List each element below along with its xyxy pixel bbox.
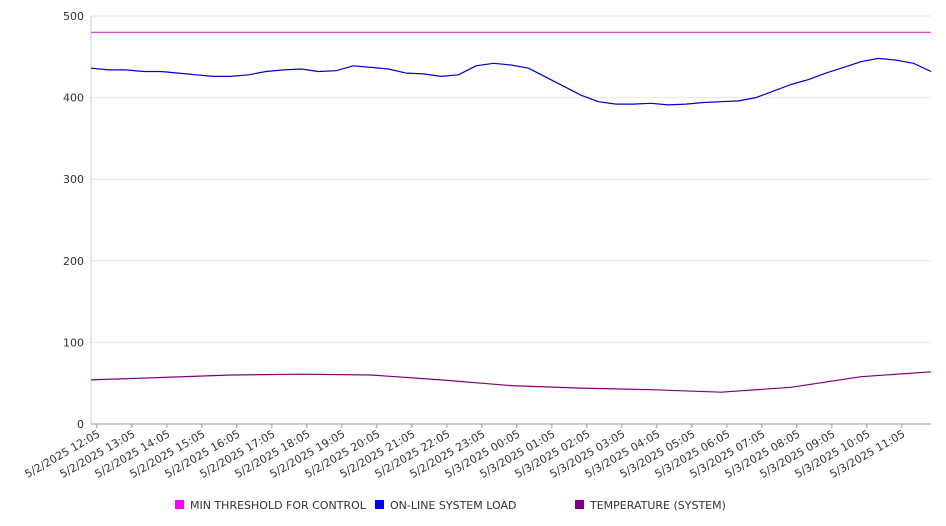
y-tick-label: 500 bbox=[63, 10, 84, 23]
legend-swatch-3 bbox=[575, 500, 584, 509]
series-line-3 bbox=[90, 371, 932, 393]
legend-swatch-1 bbox=[175, 500, 184, 509]
series-line-2 bbox=[90, 57, 932, 106]
axes bbox=[90, 16, 931, 425]
legend: MIN THRESHOLD FOR CONTROL ON-LINE SYSTEM … bbox=[175, 499, 726, 512]
y-tick-label: 0 bbox=[77, 418, 84, 431]
legend-label-2: ON-LINE SYSTEM LOAD bbox=[390, 499, 516, 512]
x-tick-labels: 5/2/2025 12:055/2/2025 13:055/2/2025 14:… bbox=[23, 427, 908, 481]
y-tick-label: 200 bbox=[63, 255, 84, 268]
legend-label-3: TEMPERATURE (SYSTEM) bbox=[589, 499, 726, 512]
y-tick-label: 300 bbox=[63, 173, 84, 186]
y-tick-label: 400 bbox=[63, 92, 84, 105]
grid-lines bbox=[91, 15, 931, 428]
legend-label-1: MIN THRESHOLD FOR CONTROL bbox=[190, 499, 367, 512]
series-lines bbox=[90, 31, 932, 393]
legend-swatch-2 bbox=[375, 500, 384, 509]
y-tick-label: 100 bbox=[63, 336, 84, 349]
y-tick-labels: 0 100 200 300 400 500 bbox=[63, 10, 84, 431]
